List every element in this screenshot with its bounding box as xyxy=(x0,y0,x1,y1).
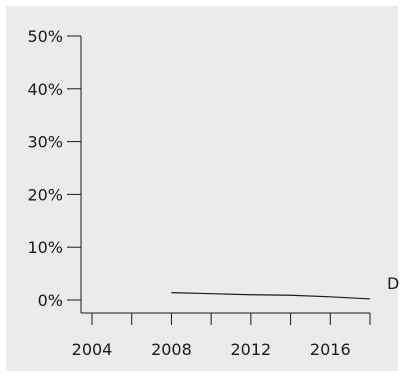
series-lines xyxy=(171,292,371,300)
y-tick-label: 50% xyxy=(27,27,63,46)
y-tick-label: 10% xyxy=(27,238,63,257)
axes xyxy=(80,36,370,314)
ticks xyxy=(67,35,371,325)
x-tick-label: 2016 xyxy=(310,340,351,359)
y-tick-label: 0% xyxy=(38,291,63,310)
y-tick-label: 40% xyxy=(27,80,63,99)
y-tick-label: 30% xyxy=(27,133,63,152)
series-label-D: D xyxy=(387,274,399,293)
series-line-D xyxy=(171,292,371,300)
x-tick-label: 2012 xyxy=(230,340,271,359)
tick-labels: 0% 10% 20% 30% 40% 50% 2004 2008 2012 2016 D xyxy=(27,27,399,359)
y-tick-label: 20% xyxy=(27,185,63,204)
chart-background xyxy=(6,6,398,371)
x-tick-label: 2008 xyxy=(151,340,192,359)
x-tick-label: 2004 xyxy=(72,340,113,359)
